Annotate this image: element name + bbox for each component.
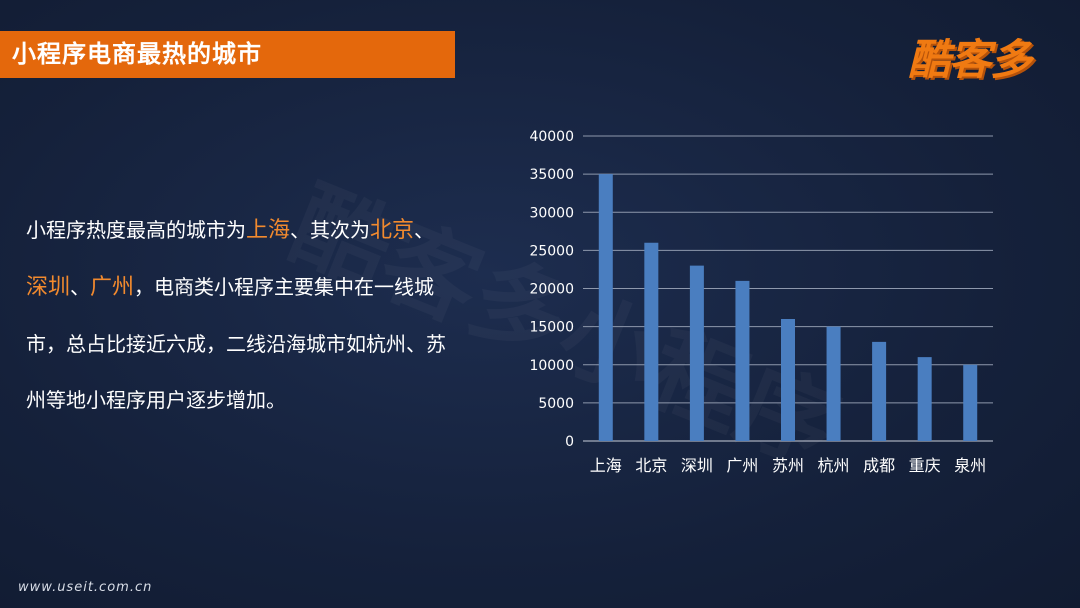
x-tick-label: 苏州 (772, 456, 804, 475)
y-tick-label: 40000 (529, 129, 574, 145)
bar (644, 242, 659, 441)
bar (917, 357, 932, 441)
y-tick-label: 35000 (529, 167, 574, 183)
text-segment: ，电商类小程序主要集中在一线城市，总占比接近六成，二线沿海城市如杭州、苏州等地小… (26, 275, 446, 412)
x-tick-label: 成都 (863, 456, 895, 475)
bar (735, 280, 750, 441)
text-segment: 、 (414, 218, 435, 242)
x-tick-label: 深圳 (681, 456, 713, 475)
x-tick-label: 重庆 (909, 456, 941, 475)
x-tick-label: 上海 (590, 456, 622, 475)
footer-url: www.useit.com.cn (18, 580, 153, 595)
highlight-city: 上海 (246, 218, 291, 243)
bar (826, 326, 841, 441)
brand-logo: 酷客多 (908, 35, 1032, 84)
y-tick-label: 5000 (538, 396, 574, 412)
highlight-city: 广州 (90, 275, 135, 300)
description-paragraph: 小程序热度最高的城市为上海、其次为北京、深圳、广州，电商类小程序主要集中在一线城… (26, 202, 456, 428)
slide-title: 小程序电商最热的城市 (12, 40, 262, 68)
bar (963, 364, 978, 441)
text-segment: 、其次为 (290, 218, 371, 242)
bar (598, 174, 613, 441)
bar (872, 341, 887, 441)
y-tick-label: 0 (565, 434, 574, 450)
x-tick-label: 北京 (635, 456, 667, 475)
y-tick-label: 30000 (529, 205, 574, 221)
highlight-city: 深圳 (26, 275, 71, 300)
bar (781, 319, 795, 441)
title-bar: 小程序电商最热的城市 (0, 31, 455, 78)
text-segment: 小程序热度最高的城市为 (26, 218, 246, 242)
y-tick-label: 10000 (529, 358, 574, 374)
x-tick-label: 广州 (726, 456, 758, 475)
bar (689, 265, 704, 441)
y-tick-label: 25000 (529, 243, 574, 259)
x-tick-label: 杭州 (818, 456, 850, 475)
y-tick-label: 15000 (529, 320, 574, 336)
x-tick-label: 泉州 (954, 456, 986, 475)
y-tick-label: 20000 (529, 282, 574, 298)
text-segment: 、 (70, 275, 91, 299)
highlight-city: 北京 (370, 218, 415, 243)
